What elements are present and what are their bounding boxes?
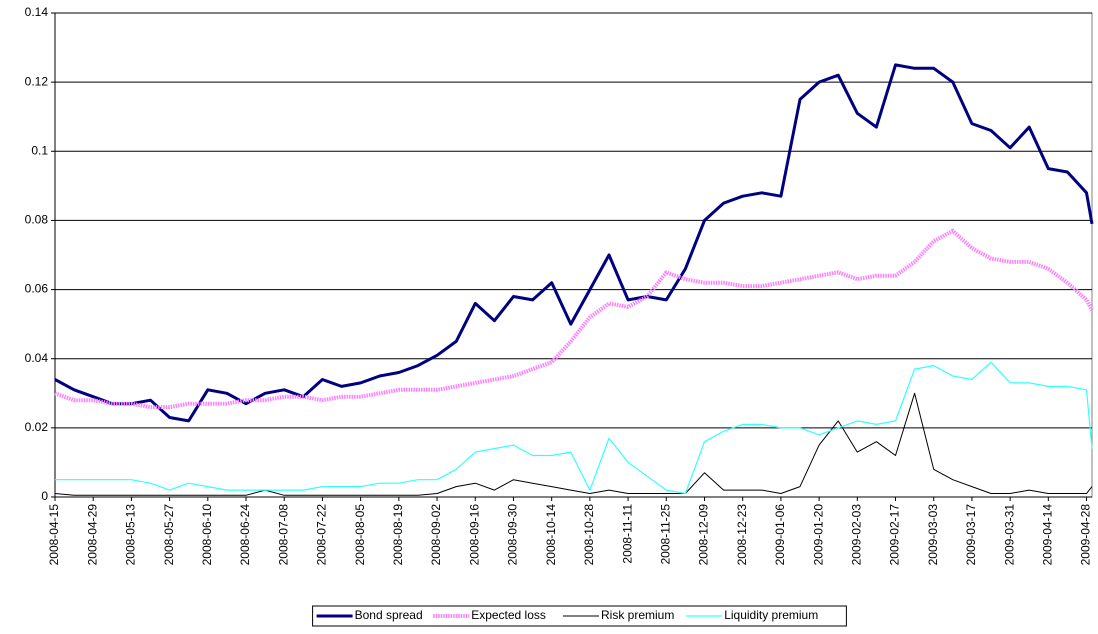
y-tick-label: 0.14 <box>25 5 49 19</box>
x-tick-label: 2008-06-10 <box>200 504 214 566</box>
series-line <box>54 228 1094 410</box>
x-tick-label: 2009-03-17 <box>964 504 978 566</box>
series-line <box>54 392 1093 496</box>
y-tick-label: 0.12 <box>25 74 49 88</box>
x-tick-label: 2008-04-29 <box>85 504 99 566</box>
x-tick-label: 2008-11-25 <box>658 504 672 565</box>
x-tick-label: 2009-03-31 <box>1002 504 1016 566</box>
x-tick-label: 2008-10-28 <box>582 504 596 566</box>
x-tick-label: 2008-08-05 <box>353 504 367 566</box>
x-tick-label: 2009-02-17 <box>888 504 902 566</box>
y-tick-label: 0.1 <box>31 143 48 157</box>
x-tick-label: 2008-09-02 <box>429 504 443 566</box>
legend-label: Liquidity premium <box>724 608 818 622</box>
series-line <box>54 63 1094 423</box>
x-tick-label: 2008-12-09 <box>697 504 711 566</box>
x-tick-label: 2009-04-28 <box>1079 504 1093 566</box>
x-tick-label: 2008-07-22 <box>315 504 329 566</box>
x-tick-label: 2008-06-24 <box>238 504 252 566</box>
legend-label: Expected loss <box>471 608 546 622</box>
legend-label: Bond spread <box>355 608 423 622</box>
y-tick-label: 0.06 <box>25 282 49 296</box>
x-tick-label: 2008-12-23 <box>735 504 749 566</box>
x-tick-label: 2008-05-13 <box>124 504 138 566</box>
x-tick-label: 2008-10-14 <box>544 504 558 566</box>
y-tick-label: 0.08 <box>25 213 49 227</box>
legend-label: Risk premium <box>601 608 674 622</box>
x-tick-label: 2008-08-19 <box>391 504 405 566</box>
x-tick-label: 2008-07-08 <box>276 504 290 566</box>
x-tick-label: 2009-03-03 <box>926 504 940 566</box>
plot-area <box>54 12 1093 498</box>
y-tick-label: 0 <box>41 489 48 503</box>
y-tick-label: 0.04 <box>25 351 49 365</box>
x-tick-label: 2008-11-11 <box>620 504 634 564</box>
x-tick-label: 2009-02-03 <box>849 504 863 566</box>
x-tick-label: 2009-04-14 <box>1041 504 1055 566</box>
x-tick-label: 2008-09-16 <box>467 504 481 566</box>
series-line <box>55 361 1093 495</box>
legend: Bond spread Expected loss Risk premium Liqu… <box>312 605 847 627</box>
x-tick-label: 2009-01-06 <box>773 504 787 566</box>
y-tick-label: 0.02 <box>25 420 49 434</box>
x-tick-label: 2009-01-20 <box>811 504 825 566</box>
x-tick-label: 2008-04-15 <box>47 504 61 566</box>
x-tick-label: 2008-09-30 <box>506 504 520 566</box>
x-tick-label: 2008-05-27 <box>162 504 176 566</box>
